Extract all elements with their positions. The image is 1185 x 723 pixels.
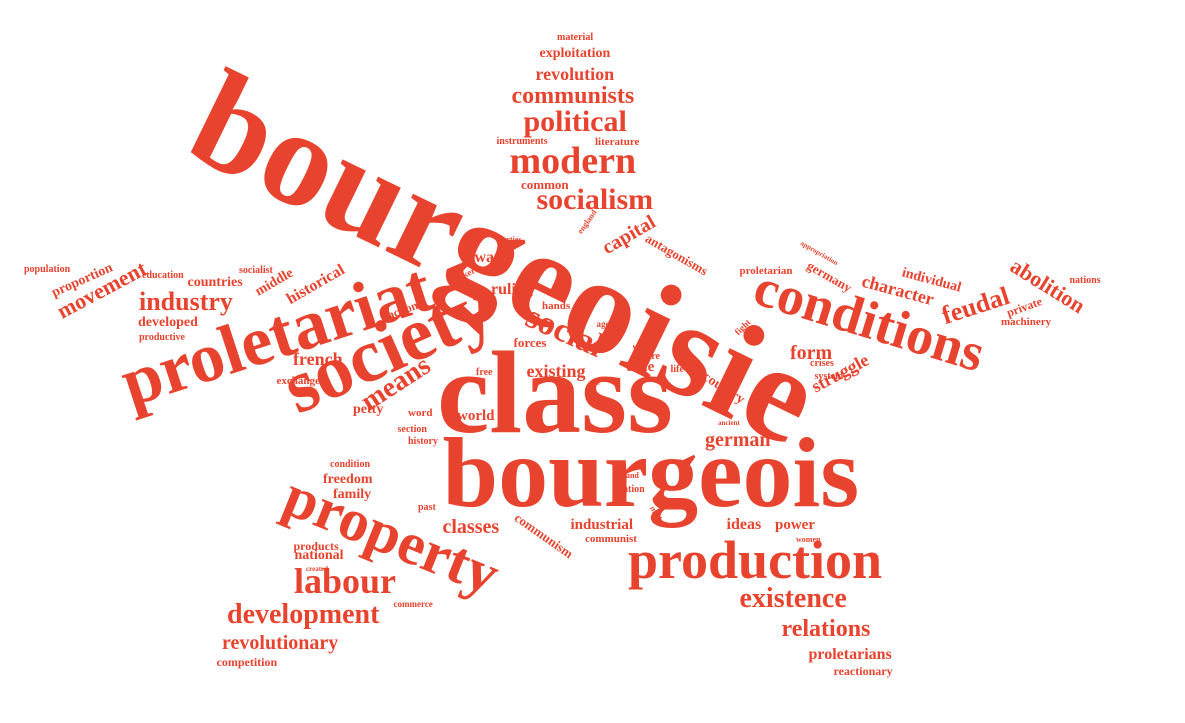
word-french: french <box>293 349 343 369</box>
word-form: form <box>790 342 833 364</box>
word-wage: wage <box>474 249 510 266</box>
word-world: world <box>457 407 495 424</box>
word-forces: forces <box>513 334 547 350</box>
word-exchange: exchange <box>276 374 320 387</box>
word-freedom: freedom <box>323 472 373 487</box>
word-history: history <box>408 436 438 447</box>
word-products: products <box>293 539 339 553</box>
word-german: german <box>705 429 771 451</box>
word-parties: parties <box>498 235 522 244</box>
word-reactionary: reactionary <box>833 664 893 678</box>
word-industry: industry <box>139 287 233 316</box>
word-exploitation: exploitation <box>539 46 611 61</box>
word-commerce: commerce <box>393 598 433 609</box>
word-population: population <box>24 264 71 275</box>
word-communist: communist <box>585 532 637 545</box>
word-national: national <box>294 548 344 563</box>
word-time: time <box>626 358 655 375</box>
word-nations: nations <box>1069 275 1101 286</box>
word-relations: relations <box>781 616 871 642</box>
word-education: education <box>142 270 184 281</box>
word-competition: competition <box>216 655 278 669</box>
word-communists: communists <box>511 83 635 109</box>
word-common: common <box>521 176 569 192</box>
word-crises: crises <box>810 358 834 369</box>
word-socialist: socialist <box>239 265 273 276</box>
word-industrial: industrial <box>570 516 634 533</box>
word-ruling: ruling <box>491 281 533 298</box>
word-modern: modern <box>509 140 637 182</box>
word-created: created <box>306 564 329 573</box>
word-mere: mere <box>638 351 660 362</box>
word-revolutionary: revolutionary <box>222 632 339 654</box>
word-power: power <box>775 516 815 533</box>
word-productive: productive <box>139 332 185 343</box>
word-socialism: socialism <box>536 183 654 216</box>
word-section: section <box>397 424 427 435</box>
word-word: word <box>408 406 433 419</box>
word-instruments: instruments <box>496 136 548 147</box>
word-hand: hand <box>621 471 639 480</box>
word-classes: classes <box>442 516 500 538</box>
word-machinery: machinery <box>1001 315 1052 328</box>
word-i-e: i.e <box>594 381 600 387</box>
word-literature: literature <box>595 135 640 148</box>
word-nation: nation <box>617 484 645 495</box>
word-proletarians: proletarians <box>808 646 892 663</box>
word-ages: ages <box>596 318 614 329</box>
word-developed: developed <box>138 315 198 330</box>
word-existing: existing <box>526 361 586 381</box>
word-hands: hands <box>542 299 571 312</box>
word-family: family <box>333 487 372 502</box>
word-countries: countries <box>187 275 243 290</box>
word-labour: labour <box>294 561 397 601</box>
word-free: free <box>476 367 493 378</box>
word-political: political <box>523 105 627 138</box>
word-past: past <box>418 502 436 513</box>
word-bourgeois: bourgeois <box>442 417 860 528</box>
word-ideas: ideas <box>726 516 762 533</box>
word-petty: petty <box>353 402 384 417</box>
word-system: system <box>814 371 844 382</box>
word-class: class <box>437 327 673 458</box>
word-ancient: ancient <box>718 418 740 427</box>
word-condition: condition <box>330 459 371 470</box>
word-production: production <box>628 530 883 590</box>
word-existence: existence <box>739 583 847 614</box>
word-revolution: revolution <box>535 64 615 84</box>
word-proletarian: proletarian <box>739 264 793 277</box>
word-development: development <box>227 599 380 630</box>
word-material: material <box>557 32 594 43</box>
word-life: life <box>670 364 684 375</box>
word-women: women <box>796 535 821 544</box>
